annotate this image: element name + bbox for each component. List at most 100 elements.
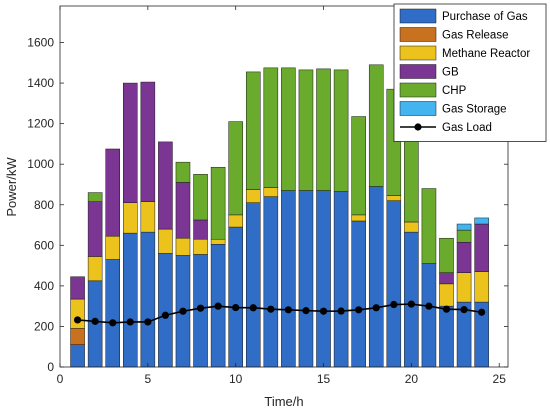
bar-segment-1-t15 — [316, 190, 331, 368]
y-tick-label: 200 — [34, 319, 54, 333]
x-tick-label: 15 — [317, 372, 331, 386]
bar-segment-5-t11 — [245, 71, 261, 190]
x-tick-label: 25 — [493, 372, 507, 386]
gas-load-point-t23 — [460, 306, 468, 314]
gas-load-point-t5 — [144, 318, 152, 326]
bar-segment-4-t3 — [105, 148, 120, 237]
bar-segment-4-t2 — [87, 201, 103, 257]
legend-label: Gas Release — [442, 30, 508, 42]
y-tick-label: 400 — [34, 279, 54, 293]
bar-segment-3-t4 — [123, 202, 138, 234]
gas-load-point-t14 — [302, 307, 310, 315]
gas-load-point-t2 — [91, 317, 99, 325]
gas-load-point-t24 — [478, 308, 486, 316]
bar-segment-3-t22 — [439, 283, 454, 307]
gas-load-point-t4 — [126, 318, 134, 326]
bar-segment-3-t17 — [351, 214, 366, 222]
gas-load-point-t22 — [442, 305, 451, 313]
bar-segment-4-t6 — [158, 141, 173, 230]
gas-load-point-t11 — [249, 304, 257, 312]
bar-segment-5-t23 — [456, 229, 472, 243]
x-axis-label: Time/h — [264, 394, 303, 409]
x-tick-label: 0 — [57, 372, 64, 386]
bar-segment-4-t1 — [70, 276, 85, 300]
bar-segment-3-t6 — [158, 228, 173, 254]
legend-label: GB — [442, 67, 459, 79]
gas-load-point-t6 — [161, 311, 170, 319]
gas-load-point-t18 — [372, 304, 380, 312]
bar-segment-3-t23 — [456, 272, 472, 303]
bar-segment-6-t24 — [474, 217, 489, 225]
bar-segment-3-t2 — [87, 256, 103, 282]
bar-segment-3-t19 — [386, 195, 402, 201]
bar-segment-6-t23 — [456, 223, 472, 231]
legend-label: Purchase of Gas — [442, 11, 528, 23]
legend-swatch — [399, 101, 437, 116]
x-tick-label: 5 — [144, 372, 151, 386]
legend-label: Gas Load — [442, 122, 492, 134]
bar-segment-1-t18 — [368, 186, 384, 368]
bar-segment-1-t14 — [298, 190, 314, 368]
legend: Purchase of Gas Gas Release Methane Reacto… — [393, 3, 547, 142]
gas-load-point-t7 — [179, 307, 187, 315]
bar-segment-5-t8 — [193, 174, 208, 221]
y-tick-label: 1200 — [27, 117, 54, 131]
bar-segment-5-t17 — [351, 116, 366, 216]
gas-load-point-t8 — [196, 304, 205, 312]
y-tick-label: 1400 — [27, 76, 54, 90]
gas-load-point-t3 — [109, 319, 117, 327]
legend-label: Gas Storage — [442, 104, 507, 116]
bar-segment-5-t16 — [333, 69, 349, 192]
bar-segment-1-t12 — [263, 196, 279, 368]
gas-load-point-t15 — [319, 307, 328, 315]
bar-segment-4-t24 — [474, 223, 489, 272]
bar-segment-3-t20 — [404, 221, 419, 233]
bar-segment-3-t12 — [263, 187, 279, 197]
x-tick-label: 10 — [229, 372, 243, 386]
legend-marker — [414, 123, 422, 131]
legend-label: CHP — [442, 85, 467, 97]
gas-load-point-t21 — [425, 302, 433, 310]
bar-segment-1-t4 — [123, 232, 138, 368]
bar-segment-3-t8 — [193, 238, 208, 255]
bar-segment-3-t1 — [70, 298, 85, 329]
legend-swatch — [399, 82, 437, 98]
bar-segment-5-t14 — [298, 69, 314, 191]
plot-frame — [59, 5, 509, 368]
gas-load-point-t20 — [407, 300, 415, 308]
bar-segment-4-t4 — [123, 82, 138, 203]
y-tick-label: 0 — [47, 360, 54, 374]
bar-segment-5-t13 — [281, 67, 296, 191]
bar-segment-4-t23 — [456, 242, 472, 273]
y-tick-label: 600 — [34, 238, 54, 252]
bar-segment-3-t11 — [245, 189, 261, 203]
bar-segment-1-t1 — [70, 344, 85, 368]
bar-segment-4-t7 — [175, 182, 191, 239]
bar-segment-5-t7 — [175, 161, 191, 183]
bar-segment-1-t6 — [158, 253, 173, 368]
bar-segment-3-t10 — [228, 214, 243, 228]
gas-load-point-t1 — [73, 316, 82, 324]
bar-segment-4-t5 — [140, 81, 156, 202]
gas-load-point-t10 — [232, 303, 240, 312]
legend-swatch — [399, 8, 437, 24]
bar-segment-1-t16 — [333, 191, 349, 368]
bar-segment-5-t10 — [228, 121, 243, 216]
gas-load-point-t17 — [355, 306, 363, 314]
bar-segment-2-t1 — [70, 328, 85, 345]
bar-segment-3-t7 — [175, 237, 191, 256]
y-axis-ticks: 0 200 400 600 800 1000 1200 1400 1600 — [27, 36, 508, 374]
legend-swatch — [399, 27, 437, 42]
bar-segment-4-t8 — [193, 219, 208, 240]
y-tick-label: 1600 — [27, 36, 54, 50]
bar-segment-1-t19 — [386, 200, 402, 368]
bar-segment-1-t13 — [281, 190, 296, 368]
x-tick-label: 20 — [405, 372, 419, 386]
bar-segment-1-t17 — [351, 220, 366, 368]
bar-segment-5-t21 — [421, 188, 437, 264]
bar-segment-4-t22 — [439, 272, 454, 285]
bar-segment-3-t3 — [105, 235, 120, 260]
bar-segment-5-t2 — [87, 192, 103, 202]
bar-segment-5-t20 — [404, 136, 419, 223]
